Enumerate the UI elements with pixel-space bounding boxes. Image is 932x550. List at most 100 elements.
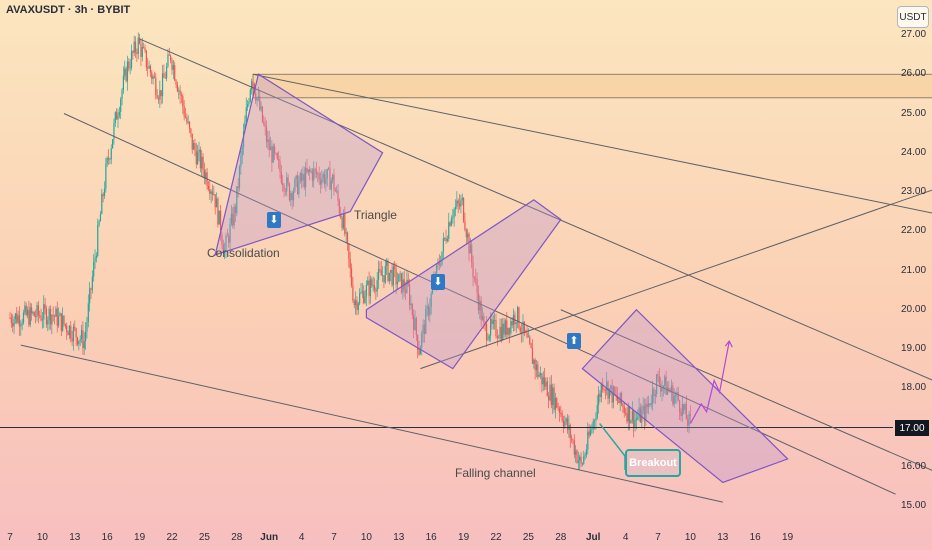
candle-body: [37, 305, 39, 315]
candle-body: [220, 210, 222, 235]
candle-body: [170, 55, 172, 61]
candle-body: [606, 381, 608, 391]
candle-body: [587, 431, 589, 450]
candle-body: [47, 320, 49, 325]
candle-body: [268, 139, 270, 151]
y-tick-label: 24.00: [901, 146, 927, 158]
currency-button[interactable]: USDT: [897, 6, 929, 28]
candle-body: [639, 407, 642, 423]
candle-body: [452, 217, 454, 219]
x-tick-label: 25: [522, 532, 534, 543]
trendline: [252, 73, 932, 214]
candle-body: [164, 77, 166, 79]
candle-body: [184, 116, 187, 118]
candle-body: [558, 408, 561, 413]
candle-body: [490, 318, 492, 336]
candle-body: [511, 321, 513, 326]
candle-body: [680, 411, 682, 417]
candle-body: [255, 93, 257, 101]
candle-body: [139, 37, 141, 44]
candle-body: [301, 173, 303, 181]
candle-body: [303, 174, 305, 188]
candle-body: [620, 392, 623, 405]
candle-body: [240, 156, 242, 167]
candle-body: [294, 179, 296, 192]
candle-body: [202, 156, 204, 171]
breakout-label: Breakout: [625, 449, 681, 477]
candle-body: [309, 169, 311, 172]
candle-body: [453, 209, 455, 218]
x-tick-label: 13: [69, 532, 81, 543]
line-layer: [0, 38, 932, 503]
candle-body: [575, 450, 577, 455]
x-tick-label: 7: [655, 532, 661, 543]
candle-body: [187, 121, 189, 123]
candle-body: [221, 234, 223, 245]
candle-body: [291, 192, 293, 201]
candle-body: [168, 54, 170, 56]
candle-body: [180, 94, 183, 97]
candle-body: [348, 243, 350, 259]
candle-body: [25, 305, 27, 315]
x-tick-label: 10: [684, 532, 696, 543]
candle-body: [469, 244, 471, 254]
candle-body: [22, 312, 25, 324]
candle-body: [153, 76, 156, 78]
candle-body: [263, 121, 265, 125]
candle-body: [233, 206, 235, 226]
candle-body: [562, 420, 565, 427]
candle-body: [322, 174, 324, 179]
candle-body: [238, 166, 241, 189]
candle-body: [481, 316, 484, 321]
candle-body: [256, 97, 258, 101]
candle-body: [456, 200, 458, 207]
candle-body: [56, 308, 58, 326]
candle-body: [321, 178, 323, 185]
candle-body: [201, 156, 203, 169]
candle-body: [634, 420, 636, 428]
candle-body: [353, 300, 355, 306]
candle-body: [504, 320, 507, 335]
candle-body: [133, 41, 135, 53]
candle-body: [529, 336, 531, 344]
candle-body: [571, 438, 573, 440]
candle-body: [271, 146, 273, 163]
candle-body: [369, 279, 372, 297]
candle-body: [76, 337, 79, 345]
candle-body: [64, 324, 66, 326]
candle-body: [199, 149, 201, 169]
candle-body: [245, 107, 247, 122]
x-tick-label: 10: [360, 532, 372, 543]
candle-body: [279, 160, 281, 173]
trendline: [560, 309, 932, 471]
candle-body: [247, 104, 249, 108]
candle-body: [183, 106, 185, 117]
candle-body: [337, 190, 339, 201]
candle-body: [356, 300, 358, 310]
candle-body: [151, 72, 153, 79]
candle-body: [120, 99, 122, 112]
x-tick-label: 13: [717, 532, 729, 543]
x-tick-label: 16: [425, 532, 437, 543]
candle-body: [97, 225, 99, 256]
projection-path: [689, 341, 730, 424]
candle-body: [62, 315, 64, 331]
candle-body: [383, 275, 385, 283]
candle-body: [306, 167, 308, 173]
candle-body: [58, 315, 60, 326]
candle-body: [346, 232, 349, 244]
candle-body: [106, 157, 108, 164]
candle-body: [561, 413, 563, 421]
candle-body: [178, 90, 180, 92]
candle-body: [163, 73, 165, 78]
candle-body: [159, 90, 161, 100]
candle-body: [565, 418, 567, 422]
candle-body: [553, 387, 555, 410]
candle-body: [473, 277, 475, 279]
candle-body: [182, 96, 184, 107]
candle-body: [507, 327, 509, 335]
candle-body: [584, 454, 586, 457]
candle-body: [276, 153, 278, 160]
candle-body: [488, 335, 490, 340]
